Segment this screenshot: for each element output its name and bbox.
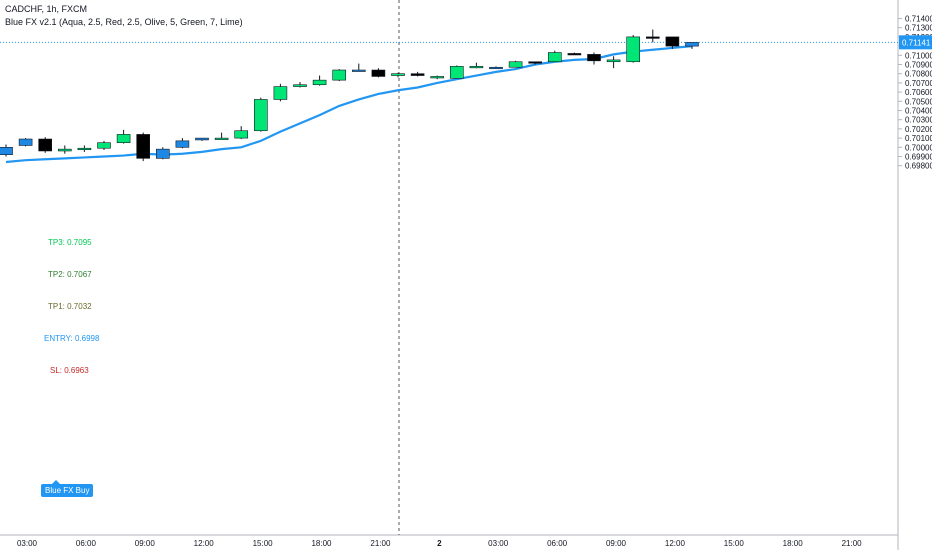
candle (508, 60, 523, 68)
tp1-level-label: TP1: 0.7032 (48, 302, 92, 311)
time-tick-label: 03:00 (17, 539, 38, 548)
time-tick-label: 06:00 (76, 539, 97, 548)
candle (587, 52, 601, 65)
candle (626, 35, 641, 63)
candle (38, 137, 53, 153)
sl-level-label: SL: 0.6963 (50, 366, 89, 375)
candle (685, 42, 699, 49)
candle (97, 140, 111, 151)
price-tick-label: 0.70000 (905, 143, 932, 152)
price-tick-label: 0.69800 (905, 162, 932, 171)
candle (116, 129, 131, 144)
time-tick-label: 2 (437, 539, 442, 548)
candle (0, 144, 13, 157)
candle (665, 36, 680, 49)
candle (18, 138, 33, 147)
time-tick-label: 03:00 (488, 539, 509, 548)
candle (77, 145, 92, 152)
price-tick-label: 0.70600 (905, 88, 932, 97)
candle (371, 68, 386, 78)
candle (332, 69, 347, 82)
time-tick-label: 18:00 (783, 539, 804, 548)
price-tick-label: 0.70400 (905, 107, 932, 116)
price-tick-label: 0.70700 (905, 79, 932, 88)
candle (449, 65, 464, 79)
tp2-level-label: TP2: 0.7067 (48, 270, 92, 279)
time-tick-label: 09:00 (606, 539, 627, 548)
price-tick-label: 0.71400 (905, 15, 932, 24)
price-tick-label: 0.70100 (905, 134, 932, 143)
candle (528, 61, 543, 65)
current-price-tag: 0.71141 (899, 35, 932, 50)
time-tick-label: 12:00 (665, 539, 686, 548)
candle (489, 66, 503, 70)
price-tick-label: 0.71300 (905, 24, 932, 33)
time-tick-label: 15:00 (724, 539, 745, 548)
entry-level-label: ENTRY: 0.6998 (44, 334, 100, 343)
buy-signal-label: Blue FX Buy (41, 480, 94, 497)
tp3-level-label: TP3: 0.7095 (48, 238, 92, 247)
candle (273, 83, 288, 102)
price-tick-label: 0.71000 (905, 51, 932, 60)
candle (136, 132, 150, 162)
candle (547, 50, 562, 63)
candle (57, 145, 72, 154)
price-tick-label: 0.69900 (905, 153, 932, 162)
moving-average-line (5, 45, 693, 164)
candle (430, 75, 445, 80)
price-tick-label: 0.70500 (905, 97, 932, 106)
candle (312, 75, 327, 86)
time-tick-label: 21:00 (370, 539, 391, 548)
candle (234, 126, 248, 140)
symbol-title: CADCHF, 1h, FXCM (5, 4, 88, 14)
svg-text:0.71141: 0.71141 (902, 38, 931, 47)
candle (410, 71, 425, 77)
time-tick-label: 15:00 (253, 539, 274, 548)
time-tick-label: 21:00 (842, 539, 863, 548)
time-tick-label: 18:00 (311, 539, 332, 548)
indicator-title: Blue FX v2.1 (Aqua, 2.5, Red, 2.5, Olive… (5, 17, 243, 27)
price-tick-label: 0.70300 (905, 116, 932, 125)
candle (606, 56, 621, 69)
candle (645, 29, 660, 43)
candle (567, 52, 582, 56)
candle (175, 138, 190, 149)
candle (293, 81, 307, 88)
time-tick-label: 06:00 (547, 539, 568, 548)
candle (156, 147, 170, 160)
price-tick-label: 0.70800 (905, 70, 932, 79)
candle (469, 62, 484, 69)
candle (391, 72, 405, 78)
candle (195, 137, 209, 141)
candle (254, 97, 268, 132)
price-tick-label: 0.70200 (905, 125, 932, 134)
price-tick-label: 0.70900 (905, 61, 932, 70)
time-tick-label: 09:00 (135, 539, 156, 548)
time-tick-label: 12:00 (194, 539, 215, 548)
candle (214, 132, 229, 140)
candle (351, 63, 366, 72)
